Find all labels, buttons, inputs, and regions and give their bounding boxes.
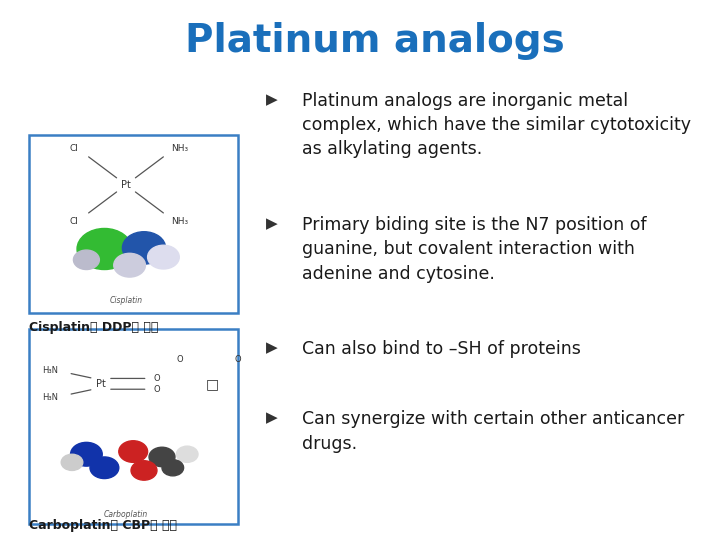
Text: ▶: ▶ [266,92,278,107]
Ellipse shape [77,228,132,269]
Ellipse shape [71,442,102,466]
Text: Platinum analogs: Platinum analogs [184,22,564,59]
Text: Cl: Cl [70,144,78,153]
Text: NH₃: NH₃ [171,144,189,153]
Text: ▶: ▶ [266,216,278,231]
Text: NH₃: NH₃ [171,217,189,226]
FancyBboxPatch shape [29,135,238,313]
Text: Pt: Pt [96,379,106,389]
Ellipse shape [114,253,145,277]
Text: Cl: Cl [70,217,78,226]
FancyBboxPatch shape [29,329,238,524]
Text: Primary biding site is the N7 position of
guanine, but covalent interaction with: Primary biding site is the N7 position o… [302,216,647,282]
Text: O: O [153,384,160,394]
Text: O: O [153,374,160,383]
Text: Can also bind to –SH of proteins: Can also bind to –SH of proteins [302,340,581,358]
Text: Can synergize with certain other anticancer
drugs.: Can synergize with certain other antican… [302,410,685,453]
Text: Platinum analogs are inorganic metal
complex, which have the similar cytotoxicit: Platinum analogs are inorganic metal com… [302,92,691,158]
Text: ▶: ▶ [266,410,278,426]
Ellipse shape [61,454,83,470]
Text: O: O [176,355,184,364]
Ellipse shape [149,447,175,467]
Ellipse shape [148,245,179,269]
Text: Carboplatin: Carboplatin [104,510,148,519]
Ellipse shape [176,446,198,462]
Text: Carboplatin， CBP， 卡鑡: Carboplatin， CBP， 卡鑡 [29,519,177,532]
Text: Cisplatin: Cisplatin [109,296,143,305]
Text: □: □ [206,377,219,391]
Ellipse shape [122,232,166,264]
Text: Pt: Pt [121,180,131,190]
Ellipse shape [73,250,99,269]
Text: H₃N: H₃N [42,366,58,375]
Ellipse shape [131,461,157,480]
Text: Cisplatin， DDP， 顾鑡: Cisplatin， DDP， 顾鑡 [29,321,158,334]
Text: ▶: ▶ [266,340,278,355]
Ellipse shape [90,457,119,478]
Ellipse shape [119,441,148,462]
Ellipse shape [162,460,184,476]
Text: O: O [234,355,241,364]
Text: H₃N: H₃N [42,393,58,402]
